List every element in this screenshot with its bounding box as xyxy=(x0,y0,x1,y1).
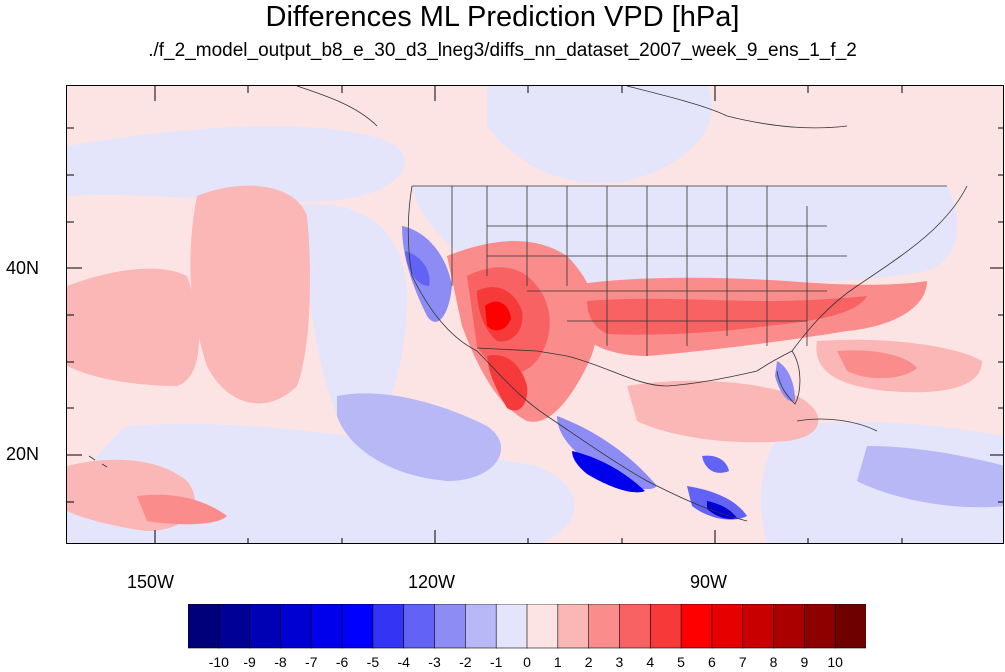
colorbar-tick-label: 6 xyxy=(708,654,716,670)
lat-label-40n: 40N xyxy=(6,258,40,278)
alaska-coast xyxy=(296,86,378,127)
colorbar xyxy=(188,604,866,649)
colorbar-swatch xyxy=(711,604,744,649)
colorbar-swatch xyxy=(218,604,251,649)
colorbar-swatch xyxy=(619,604,652,649)
colorbar-swatch xyxy=(188,604,220,649)
gulf-coast xyxy=(566,350,801,405)
colorbar-tick-label: -9 xyxy=(243,654,256,670)
colorbar-tick-label: -10 xyxy=(208,654,229,670)
colorbar-swatch xyxy=(495,604,528,649)
colorbar-tick-label: 9 xyxy=(800,654,809,670)
state-lines-central xyxy=(606,186,808,356)
colorbar-tick-label: -8 xyxy=(274,654,287,670)
axis-ticks xyxy=(67,86,1003,543)
colorbar-swatch xyxy=(742,604,775,649)
pink-region-gulf xyxy=(627,380,819,443)
colorbar-tick-label: 8 xyxy=(769,654,778,670)
colorbar-swatch xyxy=(834,604,866,649)
colorbar-tick-label: 1 xyxy=(553,654,562,670)
state-lines-horizontal xyxy=(487,225,847,322)
us-mexico-border xyxy=(476,347,568,357)
colorbar-swatch xyxy=(310,604,343,649)
north-america-west-coast xyxy=(407,185,748,522)
vpd-difference-field xyxy=(67,86,1003,543)
colorbar-swatch xyxy=(434,604,467,649)
map-plot-area xyxy=(66,85,1004,544)
colorbar-swatch xyxy=(773,604,806,649)
pink-region-pacific-west xyxy=(67,268,199,386)
colorbar-swatch xyxy=(403,604,436,649)
blue-region-north-pacific xyxy=(67,126,405,203)
colorbar-tick-label: -7 xyxy=(305,654,318,670)
blue-region-tropical-pacific xyxy=(337,393,502,481)
colorbar-swatch xyxy=(372,604,405,649)
colorbar-swatch xyxy=(557,604,590,649)
colorbar-labels: -10 -9 -8 -7 -6 -5 -4 -3 -2 -1 0 1 2 3 4 5 6 7 8 9 10 xyxy=(0,654,1005,672)
colorbar-tick-label: -5 xyxy=(366,654,380,670)
colorbar-tick-label: 4 xyxy=(646,654,655,670)
colorbar-swatch xyxy=(526,604,559,649)
colorbar-tick-label: 3 xyxy=(615,654,624,670)
lon-label-150w: 150W xyxy=(127,572,175,592)
lon-label-90w: 90W xyxy=(690,572,728,592)
blue-region-central-america-core xyxy=(707,501,737,519)
red-region-arizona xyxy=(485,301,511,331)
colorbar-tick-label: 2 xyxy=(584,654,593,670)
colorbar-tick-label: -6 xyxy=(335,654,349,670)
state-lines-west xyxy=(451,186,568,286)
blue-region-mexico-core xyxy=(572,451,645,493)
lat-label-20n: 20N xyxy=(6,444,40,464)
hawaii xyxy=(88,455,108,468)
colorbar-tick-label: 7 xyxy=(738,654,747,670)
colorbar-tick-label: -3 xyxy=(428,654,441,670)
blue-region-florida xyxy=(775,361,795,402)
blue-region-honduras xyxy=(702,455,729,473)
colorbar-swatch xyxy=(588,604,621,649)
colorbar-tick-label: -2 xyxy=(459,654,472,670)
colorbar-swatch xyxy=(249,604,282,649)
west-coast-blue-2 xyxy=(405,251,430,286)
colorbar-tick-label: 10 xyxy=(827,654,843,670)
colorbar-swatch xyxy=(804,604,836,649)
colorbar-swatch xyxy=(465,604,497,649)
map-title: Differences ML Prediction VPD [hPa] xyxy=(265,1,740,33)
colorbar-swatch xyxy=(280,604,313,649)
red-region-south-pacific xyxy=(137,494,227,525)
colorbar-swatch xyxy=(649,604,682,649)
blue-region-central-pacific xyxy=(297,204,407,446)
blue-region-north xyxy=(487,86,713,184)
colorbar-tick-label: 5 xyxy=(677,654,685,670)
colorbar-tick-label: -1 xyxy=(489,654,503,670)
cuba xyxy=(796,418,878,432)
colorbar-swatch xyxy=(680,604,713,649)
canada-coast xyxy=(626,86,848,129)
colorbar-tick-label: -4 xyxy=(397,654,410,670)
colorbar-tick-label: 0 xyxy=(523,654,531,670)
atlantic-coast xyxy=(791,185,968,352)
map-subtitle: ./f_2_model_output_b8_e_30_d3_lneg3/diff… xyxy=(148,40,857,61)
colorbar-swatch xyxy=(341,604,374,649)
red-region-atlantic-core xyxy=(837,350,917,379)
coastlines xyxy=(88,86,968,522)
blue-region-mexico-coast xyxy=(557,416,657,490)
lon-label-120w: 120W xyxy=(408,572,456,592)
pink-region-pacific-mid xyxy=(190,185,310,404)
blue-region-central-america xyxy=(687,486,747,520)
blue-region-southeast xyxy=(857,446,1003,508)
